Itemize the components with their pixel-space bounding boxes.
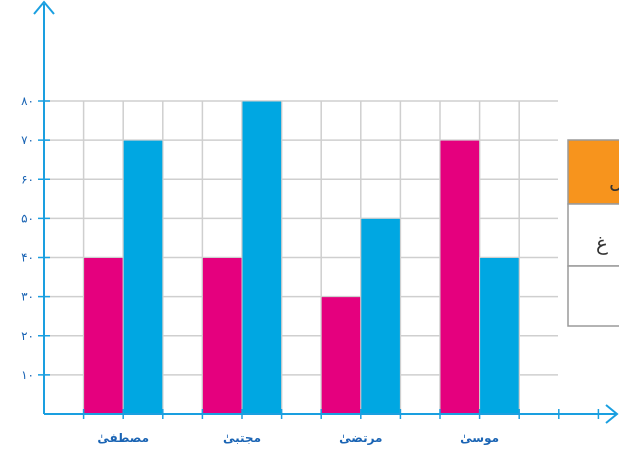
- bar-blue-1: [122, 139, 164, 415]
- x-tick-label: موسیٰ: [460, 431, 499, 446]
- bar-blue-2: [241, 100, 283, 415]
- side-table-row: [567, 203, 619, 267]
- chart-axes: [33, 0, 619, 424]
- bar-blue-3: [360, 217, 401, 415]
- y-tick-label: ۱۰: [21, 368, 34, 382]
- side-table-header: [567, 139, 619, 205]
- x-axis-arrow: [605, 404, 619, 424]
- y-tick-label: ۲۰: [21, 329, 34, 343]
- bar-pink-4: [439, 139, 481, 415]
- bar-blue-4: [479, 257, 520, 415]
- y-tick-label: ۷۰: [21, 133, 34, 147]
- x-tick-label: مرتضیٰ: [339, 431, 382, 445]
- chart-bars: [83, 100, 520, 415]
- y-tick-label: ۵۰: [21, 211, 34, 225]
- y-tick-label: ۳۰: [21, 290, 34, 304]
- bar-pink-2: [201, 257, 243, 415]
- y-axis-arrow: [33, 0, 55, 15]
- x-axis-labels: مصطفیٰ مجتبیٰ مرتضیٰ موسیٰ: [97, 431, 499, 446]
- bar-pink-1: [83, 257, 124, 415]
- side-table-cell-text: غ: [596, 231, 608, 255]
- y-axis-ticks: ۱۰ ۲۰ ۳۰ ۴۰ ۵۰ ۶۰ ۷۰ ۸۰: [21, 94, 50, 382]
- side-table: ل غ: [567, 139, 619, 327]
- bar-pink-3: [320, 296, 362, 415]
- y-tick-label: ۶۰: [21, 172, 34, 186]
- side-table-row: [567, 265, 619, 327]
- x-tick-label: مجتبیٰ: [223, 431, 261, 445]
- side-table-header-text: ل: [609, 169, 619, 193]
- x-tick-label: مصطفیٰ: [97, 431, 149, 445]
- y-tick-label: ۴۰: [21, 251, 34, 265]
- y-tick-label: ۸۰: [21, 94, 34, 108]
